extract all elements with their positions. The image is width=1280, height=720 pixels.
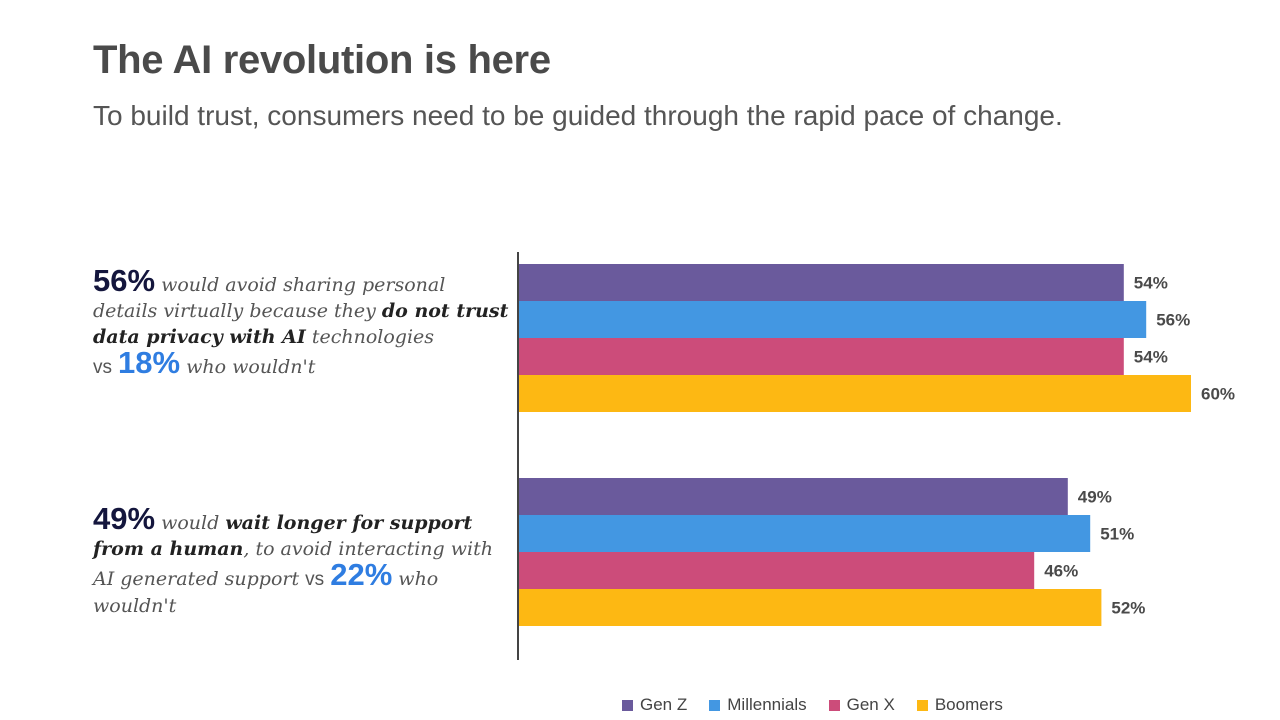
stat-main-value: 49% (93, 501, 156, 536)
bar-gen-z-group-1 (519, 264, 1124, 301)
stat-text: who wouldn't (93, 568, 439, 617)
legend-item-millennials: Millennials (709, 695, 807, 715)
data-label-gen-z-group-1: 54% (1134, 274, 1168, 293)
bar-boomers-group-2 (519, 589, 1102, 626)
chart-legend: Gen Z Millennials Gen X Boomers (622, 695, 1003, 715)
stat-emphasis: do not trust data privacy with AI (93, 300, 509, 348)
legend-item-gen-z: Gen Z (622, 695, 687, 715)
bar-millennials-group-2 (519, 515, 1091, 552)
stat-text: , to avoid interacting with AI generated… (93, 538, 493, 590)
page-title: The AI revolution is here (93, 38, 551, 82)
legend-item-gen-x: Gen X (828, 695, 895, 715)
bar-boomers-group-1 (519, 375, 1191, 412)
legend-label: Millennials (727, 695, 807, 714)
stat-block-human-support: 49% would wait longer for support from a… (93, 503, 513, 619)
legend-swatch (622, 699, 633, 711)
data-label-boomers-group-1: 60% (1201, 385, 1235, 404)
stat-compare-value: 18% (118, 345, 181, 380)
stat-vs: vs (93, 357, 112, 378)
legend-item-boomers: Boomers (916, 695, 1003, 715)
stat-emphasis: wait longer for support from a human (93, 512, 473, 560)
bar-millennials-group-1 (519, 301, 1147, 338)
data-label-millennials-group-1: 56% (1156, 311, 1190, 330)
stat-main-value: 56% (93, 263, 156, 298)
stat-text: would avoid sharing personal details vir… (93, 274, 446, 322)
legend-label: Gen X (846, 695, 895, 714)
bar-gen-x-group-2 (519, 552, 1035, 589)
stat-block-privacy: 56% would avoid sharing personal details… (93, 265, 513, 381)
legend-label: Boomers (934, 695, 1003, 714)
data-label-gen-x-group-1: 54% (1134, 348, 1168, 367)
stat-text: technologies (305, 326, 435, 348)
legend-swatch (916, 699, 928, 711)
data-label-boomers-group-2: 52% (1111, 599, 1145, 618)
legend-label: Gen Z (640, 695, 688, 714)
data-label-gen-x-group-2: 46% (1044, 562, 1078, 581)
stat-compare-value: 22% (330, 557, 393, 592)
stat-vs: vs (305, 569, 325, 590)
bar-gen-z-group-2 (519, 478, 1068, 515)
bar-gen-x-group-1 (519, 338, 1124, 375)
data-label-gen-z-group-2: 49% (1078, 488, 1112, 507)
data-label-millennials-group-2: 51% (1100, 525, 1134, 544)
legend-swatch (828, 699, 840, 711)
stat-text: who wouldn't (180, 356, 316, 378)
stat-text: would (155, 512, 226, 534)
legend-swatch (709, 699, 721, 711)
page-subtitle: To build trust, consumers need to be gui… (93, 100, 1063, 131)
